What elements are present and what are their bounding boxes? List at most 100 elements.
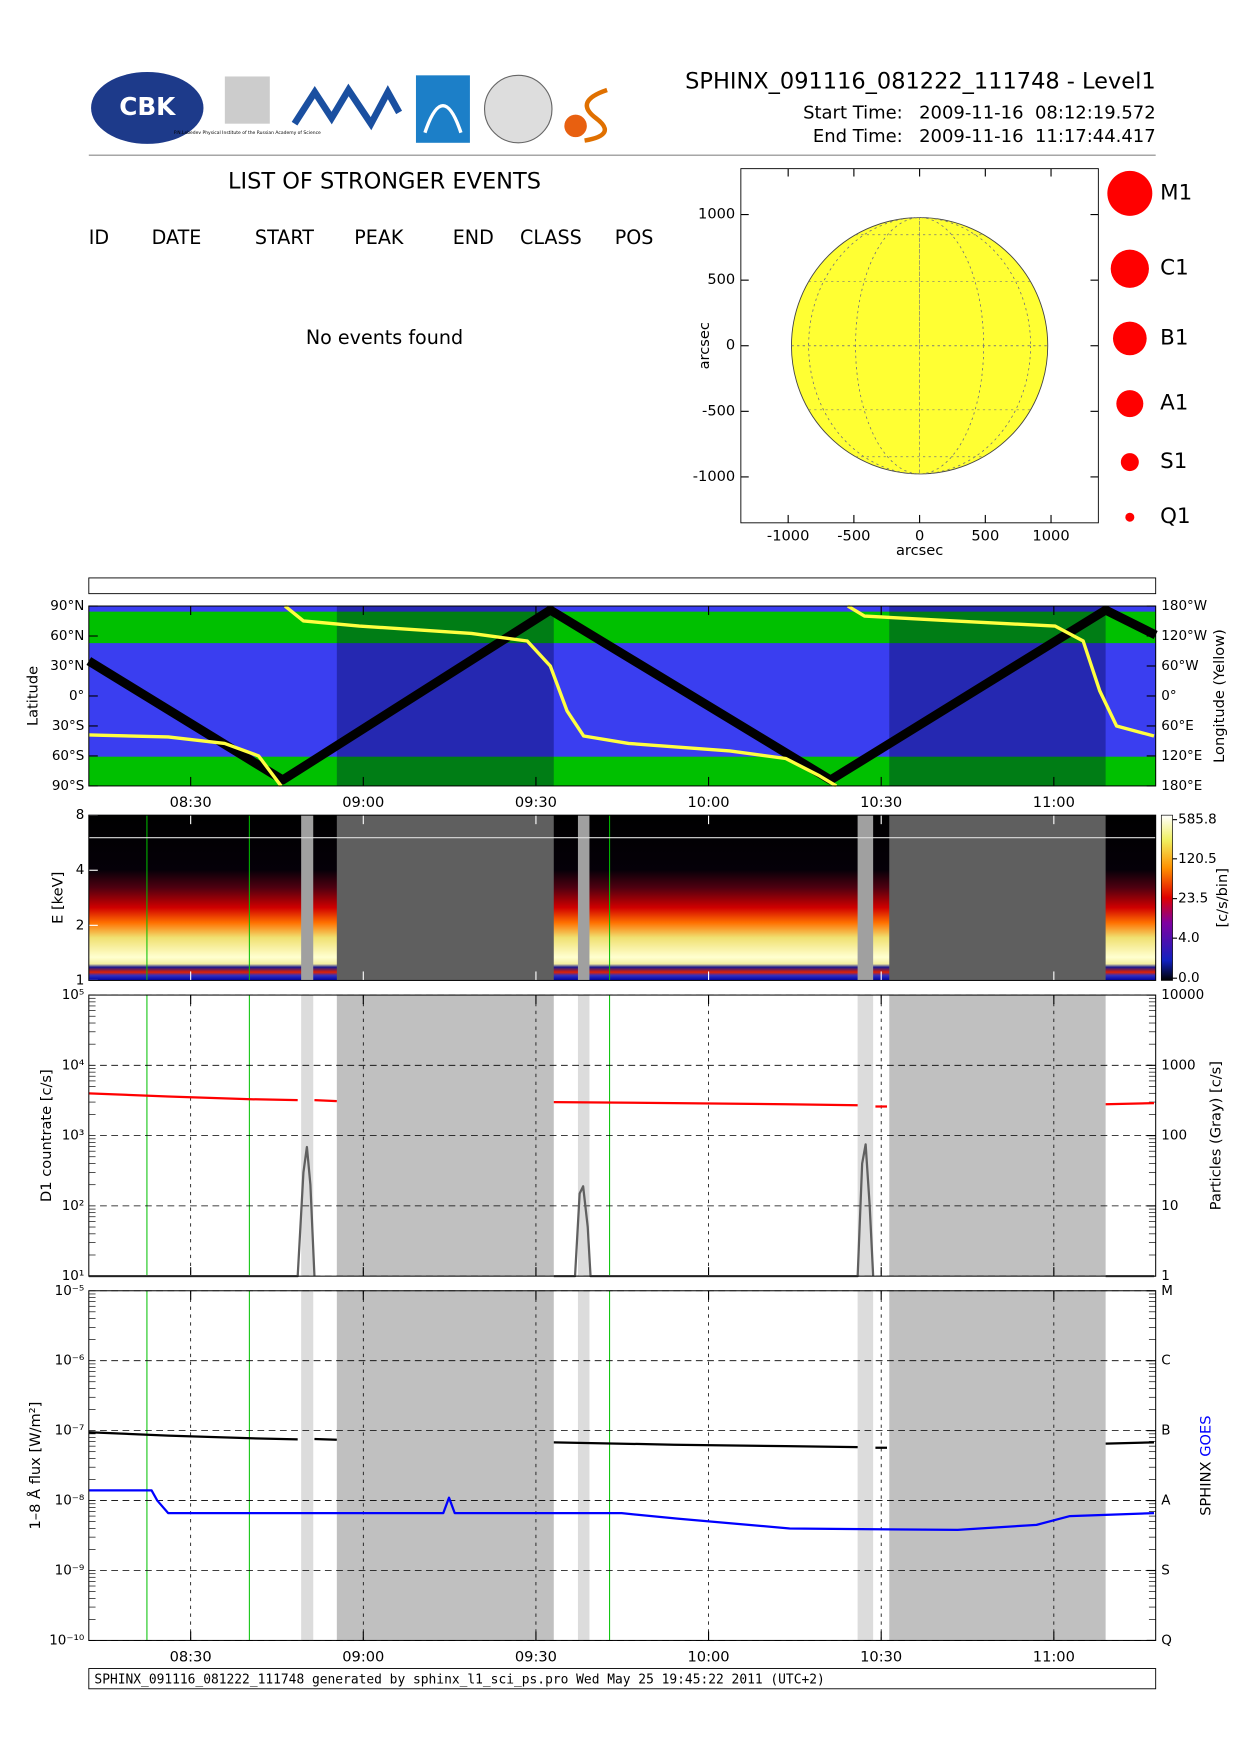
x-tick-label: 09:00 bbox=[342, 1648, 384, 1665]
logo-text: CBK bbox=[119, 92, 176, 121]
x-tick-label: 500 bbox=[971, 527, 999, 544]
y-tick-label: 8 bbox=[76, 807, 85, 823]
y2-tick-label: 1000 bbox=[1161, 1057, 1195, 1073]
colorbar-tick-label: 585.8 bbox=[1178, 812, 1217, 828]
legend-entry: GOES bbox=[1197, 1415, 1214, 1456]
logo-a bbox=[415, 75, 470, 143]
footer-box bbox=[88, 1668, 1157, 1690]
x-tick-label: 09:00 bbox=[342, 794, 384, 811]
column-header: CLASS bbox=[520, 226, 582, 249]
x-tick-label: 11:00 bbox=[1033, 1648, 1075, 1665]
y-tick-label: 10⁻⁹ bbox=[55, 1563, 85, 1579]
y-tick-label: 10⁻⁸ bbox=[55, 1493, 85, 1509]
y2-tick-label: 120°W bbox=[1161, 628, 1207, 644]
data-line bbox=[88, 1092, 1155, 1108]
particle-interval bbox=[577, 1290, 590, 1641]
y2-tick-label: 10 bbox=[1161, 1198, 1178, 1214]
end-time: 11:17:44.417 bbox=[1035, 126, 1156, 147]
x-tick-label: 09:30 bbox=[515, 794, 557, 811]
data-line bbox=[88, 604, 1155, 788]
y-tick-label: 10⁴ bbox=[62, 1057, 85, 1073]
y-tick-label: 500 bbox=[707, 271, 735, 288]
x-tick-label: -500 bbox=[837, 527, 870, 544]
y-tick-label: 2 bbox=[76, 917, 85, 933]
colorbar-tick-label: 23.5 bbox=[1178, 891, 1208, 907]
y-tick-label: 60°S bbox=[52, 748, 84, 764]
start-label: Start Time: bbox=[803, 103, 903, 124]
start-date: 2009-11-16 bbox=[919, 103, 1023, 124]
x-axis-label: arcsec bbox=[896, 542, 943, 559]
y-tick-label: 10⁻¹⁰ bbox=[49, 1632, 84, 1648]
logo-mifi bbox=[291, 83, 403, 131]
end-label: End Time: bbox=[813, 126, 903, 147]
column-header: DATE bbox=[152, 226, 202, 249]
x-tick-label: 10:00 bbox=[688, 794, 730, 811]
y-axis-label: E [keV] bbox=[49, 872, 66, 924]
data-gap bbox=[336, 815, 554, 981]
start-time: 08:12:19.572 bbox=[1035, 103, 1156, 124]
y2-tick-label: A bbox=[1161, 1493, 1171, 1509]
x-tick-label: 09:30 bbox=[515, 1648, 557, 1665]
x-tick-label: 10:30 bbox=[860, 794, 902, 811]
colorbar-tick-label: 0.0 bbox=[1178, 970, 1199, 986]
y-tick-label: 90°S bbox=[52, 778, 84, 794]
plot-frame bbox=[88, 1290, 1157, 1641]
colorbar bbox=[1160, 814, 1173, 981]
y-axis-label: Latitude bbox=[25, 666, 42, 726]
y-tick-label: 10⁻⁶ bbox=[55, 1353, 85, 1369]
y2-tick-label: 60°E bbox=[1161, 718, 1193, 734]
class-label: Q1 bbox=[1160, 504, 1190, 529]
y2-tick-label: S bbox=[1161, 1563, 1170, 1579]
events-title: LIST OF STRONGER EVENTS bbox=[228, 169, 541, 195]
logo-a-mark bbox=[423, 104, 463, 134]
footer: SPHINX_091116_081222_111748 generated by… bbox=[94, 1672, 824, 1687]
logo-orb bbox=[564, 114, 587, 138]
data-line bbox=[88, 1489, 1155, 1532]
class-symbol bbox=[1116, 390, 1144, 418]
plot-frame bbox=[88, 814, 1157, 981]
logo-s bbox=[584, 87, 608, 143]
y-tick-label: 60°N bbox=[50, 628, 84, 644]
data-gap bbox=[889, 1290, 1106, 1641]
colorbar-tick-label: 4.0 bbox=[1178, 930, 1199, 946]
class-label: A1 bbox=[1160, 391, 1188, 416]
x-tick-label: 1000 bbox=[1032, 527, 1069, 544]
y2-tick-label: 180°E bbox=[1161, 778, 1202, 794]
y-tick-label: 30°S bbox=[52, 718, 84, 734]
class-label: B1 bbox=[1160, 325, 1188, 350]
map-land-north bbox=[88, 611, 1156, 644]
report-title: SPHINX_091116_081222_111748 - Level1 bbox=[685, 69, 1156, 95]
title-bar bbox=[88, 577, 1157, 595]
y2-tick-label: 100 bbox=[1161, 1128, 1187, 1144]
y-tick-label: 4 bbox=[76, 862, 85, 878]
column-header: PEAK bbox=[354, 226, 404, 249]
y-tick-label: 30°N bbox=[50, 658, 84, 674]
class-symbol bbox=[1120, 453, 1139, 472]
y2-axis-label: Particles (Gray) [c/s] bbox=[1207, 1061, 1224, 1210]
column-header: POS bbox=[615, 226, 654, 249]
y2-tick-label: 0° bbox=[1161, 688, 1176, 704]
colorbar-label: [c/s/bin] bbox=[1214, 868, 1231, 927]
y-axis-label: 1–8 Å flux [W/m²] bbox=[27, 1402, 44, 1530]
particle-interval bbox=[301, 1290, 314, 1641]
x-tick-label: 11:00 bbox=[1033, 794, 1075, 811]
y-tick-label: -500 bbox=[702, 402, 735, 419]
events-message: No events found bbox=[306, 326, 463, 349]
y-tick-label: 0 bbox=[726, 337, 735, 354]
y-tick-label: 0° bbox=[69, 688, 84, 704]
logo-cbk bbox=[91, 71, 204, 144]
y2-tick-label: M bbox=[1161, 1283, 1173, 1299]
x-tick-label: 10:00 bbox=[688, 1648, 730, 1665]
y2-tick-label: 1 bbox=[1161, 1268, 1170, 1284]
y-tick-label: -1000 bbox=[693, 468, 735, 485]
data-gap bbox=[889, 815, 1106, 981]
class-label: C1 bbox=[1160, 256, 1189, 281]
legend-entry: SPHINX bbox=[1197, 1461, 1214, 1515]
column-header: ID bbox=[89, 226, 109, 249]
class-symbol bbox=[1125, 512, 1135, 522]
y-tick-label: 10⁻⁷ bbox=[55, 1423, 85, 1439]
data-gap bbox=[336, 1290, 554, 1641]
series-legend: SPHINX GOES bbox=[1197, 1415, 1214, 1515]
x-tick-label: 10:30 bbox=[860, 1648, 902, 1665]
